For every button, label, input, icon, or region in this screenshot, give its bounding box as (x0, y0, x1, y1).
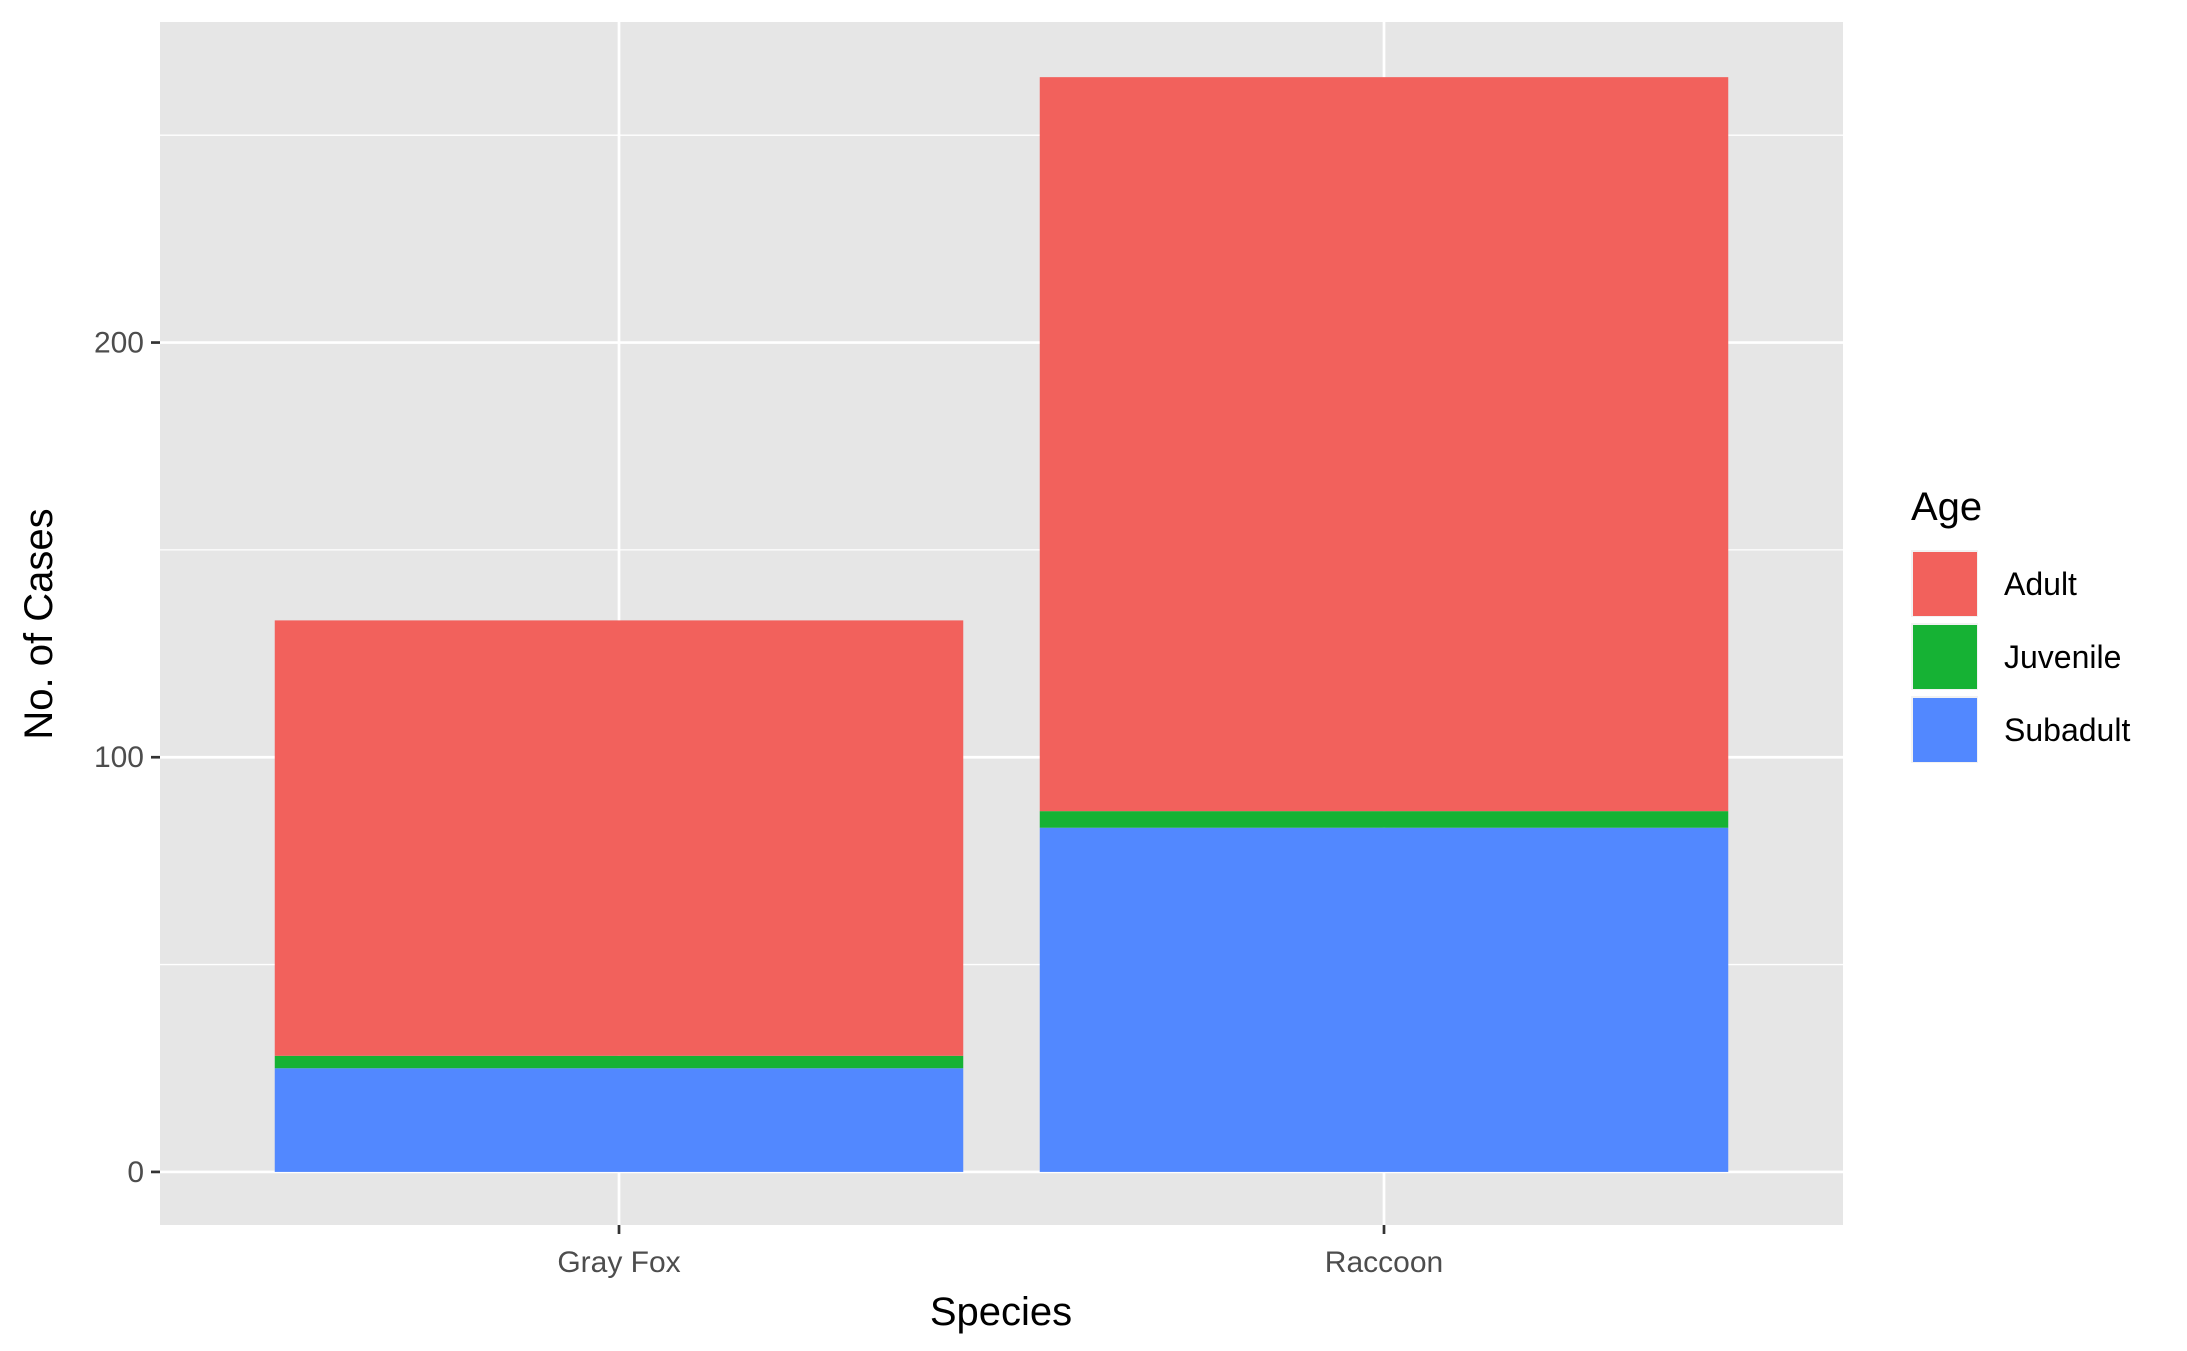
bar-segment-adult-gray-fox (274, 620, 964, 1056)
legend-title: Age (1911, 485, 1982, 529)
legend-swatch-juvenile (1913, 625, 1977, 689)
y-axis-title: No. of Cases (17, 508, 61, 739)
legend-label-subadult: Subadult (2004, 712, 2130, 748)
axes: 0 100 200 Gray Fox Raccoon (94, 327, 1443, 1279)
x-tick-label: Gray Fox (557, 1246, 680, 1279)
bar-segment-adult-raccoon (1039, 77, 1729, 812)
y-tick-label: 100 (94, 741, 144, 774)
x-tick-label: Raccoon (1325, 1246, 1443, 1279)
y-tick-label: 0 (127, 1156, 144, 1189)
legend-label-juvenile: Juvenile (2004, 639, 2121, 675)
bar-segment-subadult-gray-fox (274, 1068, 964, 1172)
bar-segment-subadult-raccoon (1039, 827, 1729, 1172)
legend: Age Adult Juvenile Subadult (1911, 485, 2130, 763)
bar-segment-juvenile-raccoon (1039, 811, 1729, 828)
bars (274, 77, 1729, 1172)
x-axis-title: Species (930, 1290, 1072, 1334)
legend-swatch-adult (1913, 552, 1977, 616)
y-tick-label: 200 (94, 327, 144, 360)
legend-swatch-subadult (1913, 698, 1977, 762)
legend-label-adult: Adult (2004, 566, 2077, 602)
bar-segment-juvenile-gray-fox (274, 1055, 964, 1069)
